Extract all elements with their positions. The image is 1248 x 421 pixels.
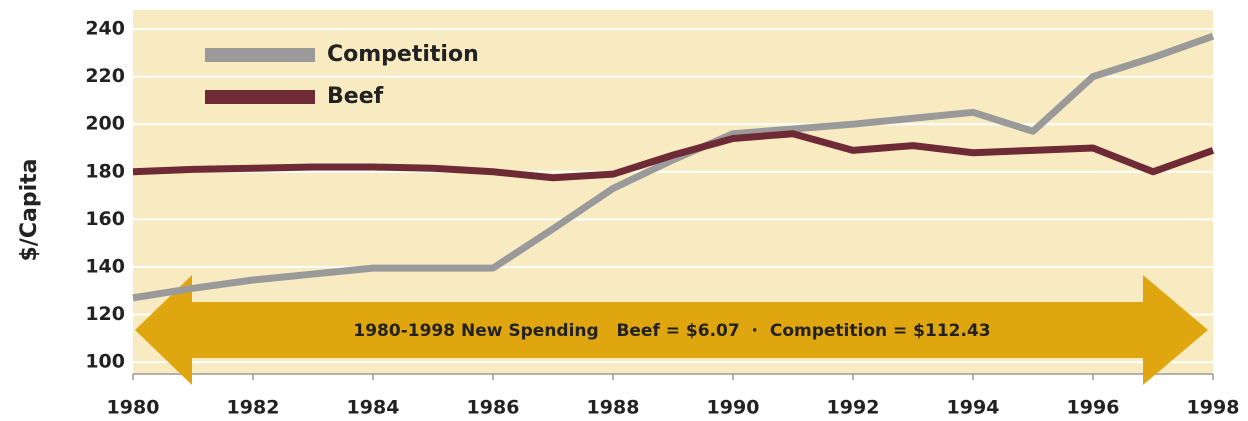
x-tick-label: 1992 (827, 397, 880, 419)
series-line (132, 130, 1215, 182)
x-tick-label: 1986 (467, 397, 520, 419)
x-tick-label: 1994 (947, 397, 1000, 419)
annotation: 1980-1998 New Spending Beef = $6.07 · Co… (353, 321, 990, 341)
y-tick-label: 140 (85, 255, 125, 277)
y-tick-label: 180 (85, 160, 125, 182)
y-tick-label: 200 (85, 113, 125, 135)
annotation-arrow (135, 275, 1208, 385)
y-axis-label: $/Capita (17, 159, 42, 262)
y-tick-label: 100 (85, 351, 125, 373)
x-tick-label: 1998 (1187, 397, 1240, 419)
x-tick-label: 1980 (107, 397, 160, 419)
y-tick-label: 220 (85, 65, 125, 87)
y-tick-label: 160 (85, 208, 125, 230)
legend-label: Competition (327, 42, 479, 67)
x-tick-label: 1984 (347, 397, 400, 419)
y-tick-label: 240 (85, 18, 125, 40)
series-line (132, 32, 1215, 302)
y-tick-label: 120 (85, 303, 125, 325)
legend-label: Beef (327, 84, 384, 109)
x-tick-label: 1996 (1067, 397, 1120, 419)
x-tick-label: 1982 (227, 397, 280, 419)
x-tick-label: 1988 (587, 397, 640, 419)
x-tick-label: 1990 (707, 397, 760, 419)
